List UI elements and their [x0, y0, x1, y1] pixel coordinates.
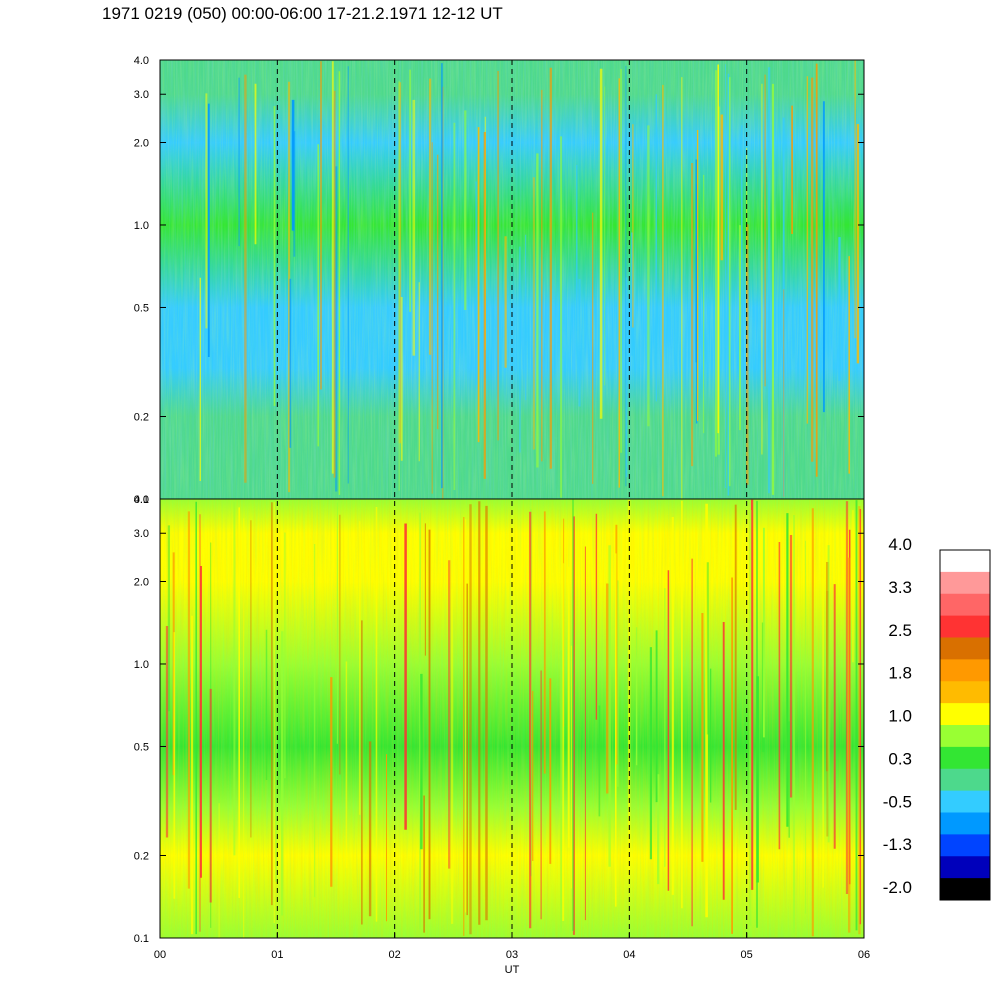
y-tick-label: 1.0 [134, 220, 149, 232]
x-tick-label: 01 [271, 949, 283, 961]
y-tick-label: 4.0 [134, 494, 149, 506]
colorbar-segment [940, 637, 990, 660]
x-tick-label: 02 [389, 949, 401, 961]
colorbar-segment [940, 725, 990, 748]
y-tick-label: 0.5 [134, 302, 149, 314]
upper-panel-streaks [199, 60, 860, 499]
colorbar-label: 4.0 [888, 535, 912, 554]
y-tick-label: 0.1 [134, 494, 149, 506]
x-axis-label: UT [505, 964, 520, 976]
y-tick-label: 0.2 [134, 412, 149, 424]
lower-panel-streaks [165, 499, 862, 938]
y-tick-label: 1.0 [134, 659, 149, 671]
colorbar-segment [940, 790, 990, 814]
x-axis: 00 01 02 03 04 05 06 [154, 932, 870, 961]
y-tick-label: 0.1 [134, 933, 149, 945]
y-tick-label: 4.0 [134, 55, 149, 67]
colorbar-label: 3.3 [888, 578, 912, 597]
colorbar-segment [940, 856, 990, 879]
y-tick-label: 2.0 [134, 576, 149, 588]
colorbar-segment [940, 834, 990, 857]
colorbar-segment [940, 703, 990, 726]
colorbar-segment [940, 746, 990, 770]
x-tick-label: 00 [154, 949, 166, 961]
colorbar-label: 1.8 [888, 664, 912, 683]
colorbar-segment [940, 878, 990, 901]
y-tick-label: 0.5 [134, 741, 149, 753]
colorbar-segment [940, 659, 990, 682]
colorbar-segment [940, 681, 990, 704]
colorbar: 4.0 3.3 2.5 1.8 1.0 0.3 -0.5 -1.3 -2.0 [883, 535, 991, 901]
colorbar-segment [940, 550, 990, 573]
x-tick-label: 03 [506, 949, 518, 961]
colorbar-frame [939, 549, 991, 901]
lower-y-axis: 0.1 0.2 0.5 1.0 2.0 3.0 4.0 [134, 494, 864, 945]
colorbar-label: 2.5 [888, 621, 912, 640]
dashed-gridlines [276, 60, 748, 938]
colorbar-label: -0.5 [883, 792, 912, 811]
colorbar-label: -1.3 [883, 835, 912, 854]
colorbar-label: 0.3 [888, 749, 912, 768]
colorbar-segment [940, 615, 990, 639]
colorbar-label: -2.0 [883, 878, 912, 897]
x-tick-label: 06 [858, 949, 870, 961]
chart-title: 1971 0219 (050) 00:00-06:00 17-21.2.1971… [102, 4, 503, 23]
colorbar-segment [940, 812, 990, 835]
y-tick-label: 3.0 [134, 528, 149, 540]
colorbar-label: 1.0 [888, 707, 912, 726]
y-tick-label: 0.2 [134, 851, 149, 863]
x-tick-label: 05 [741, 949, 753, 961]
colorbar-segment [940, 571, 990, 595]
colorbar-segment [940, 768, 990, 792]
y-tick-label: 2.0 [134, 137, 149, 149]
colorbar-segment [940, 593, 990, 617]
upper-y-axis: 0.1 0.2 0.5 1.0 2.0 3.0 4.0 [134, 55, 864, 506]
y-tick-label: 3.0 [134, 89, 149, 101]
x-tick-label: 04 [623, 949, 635, 961]
